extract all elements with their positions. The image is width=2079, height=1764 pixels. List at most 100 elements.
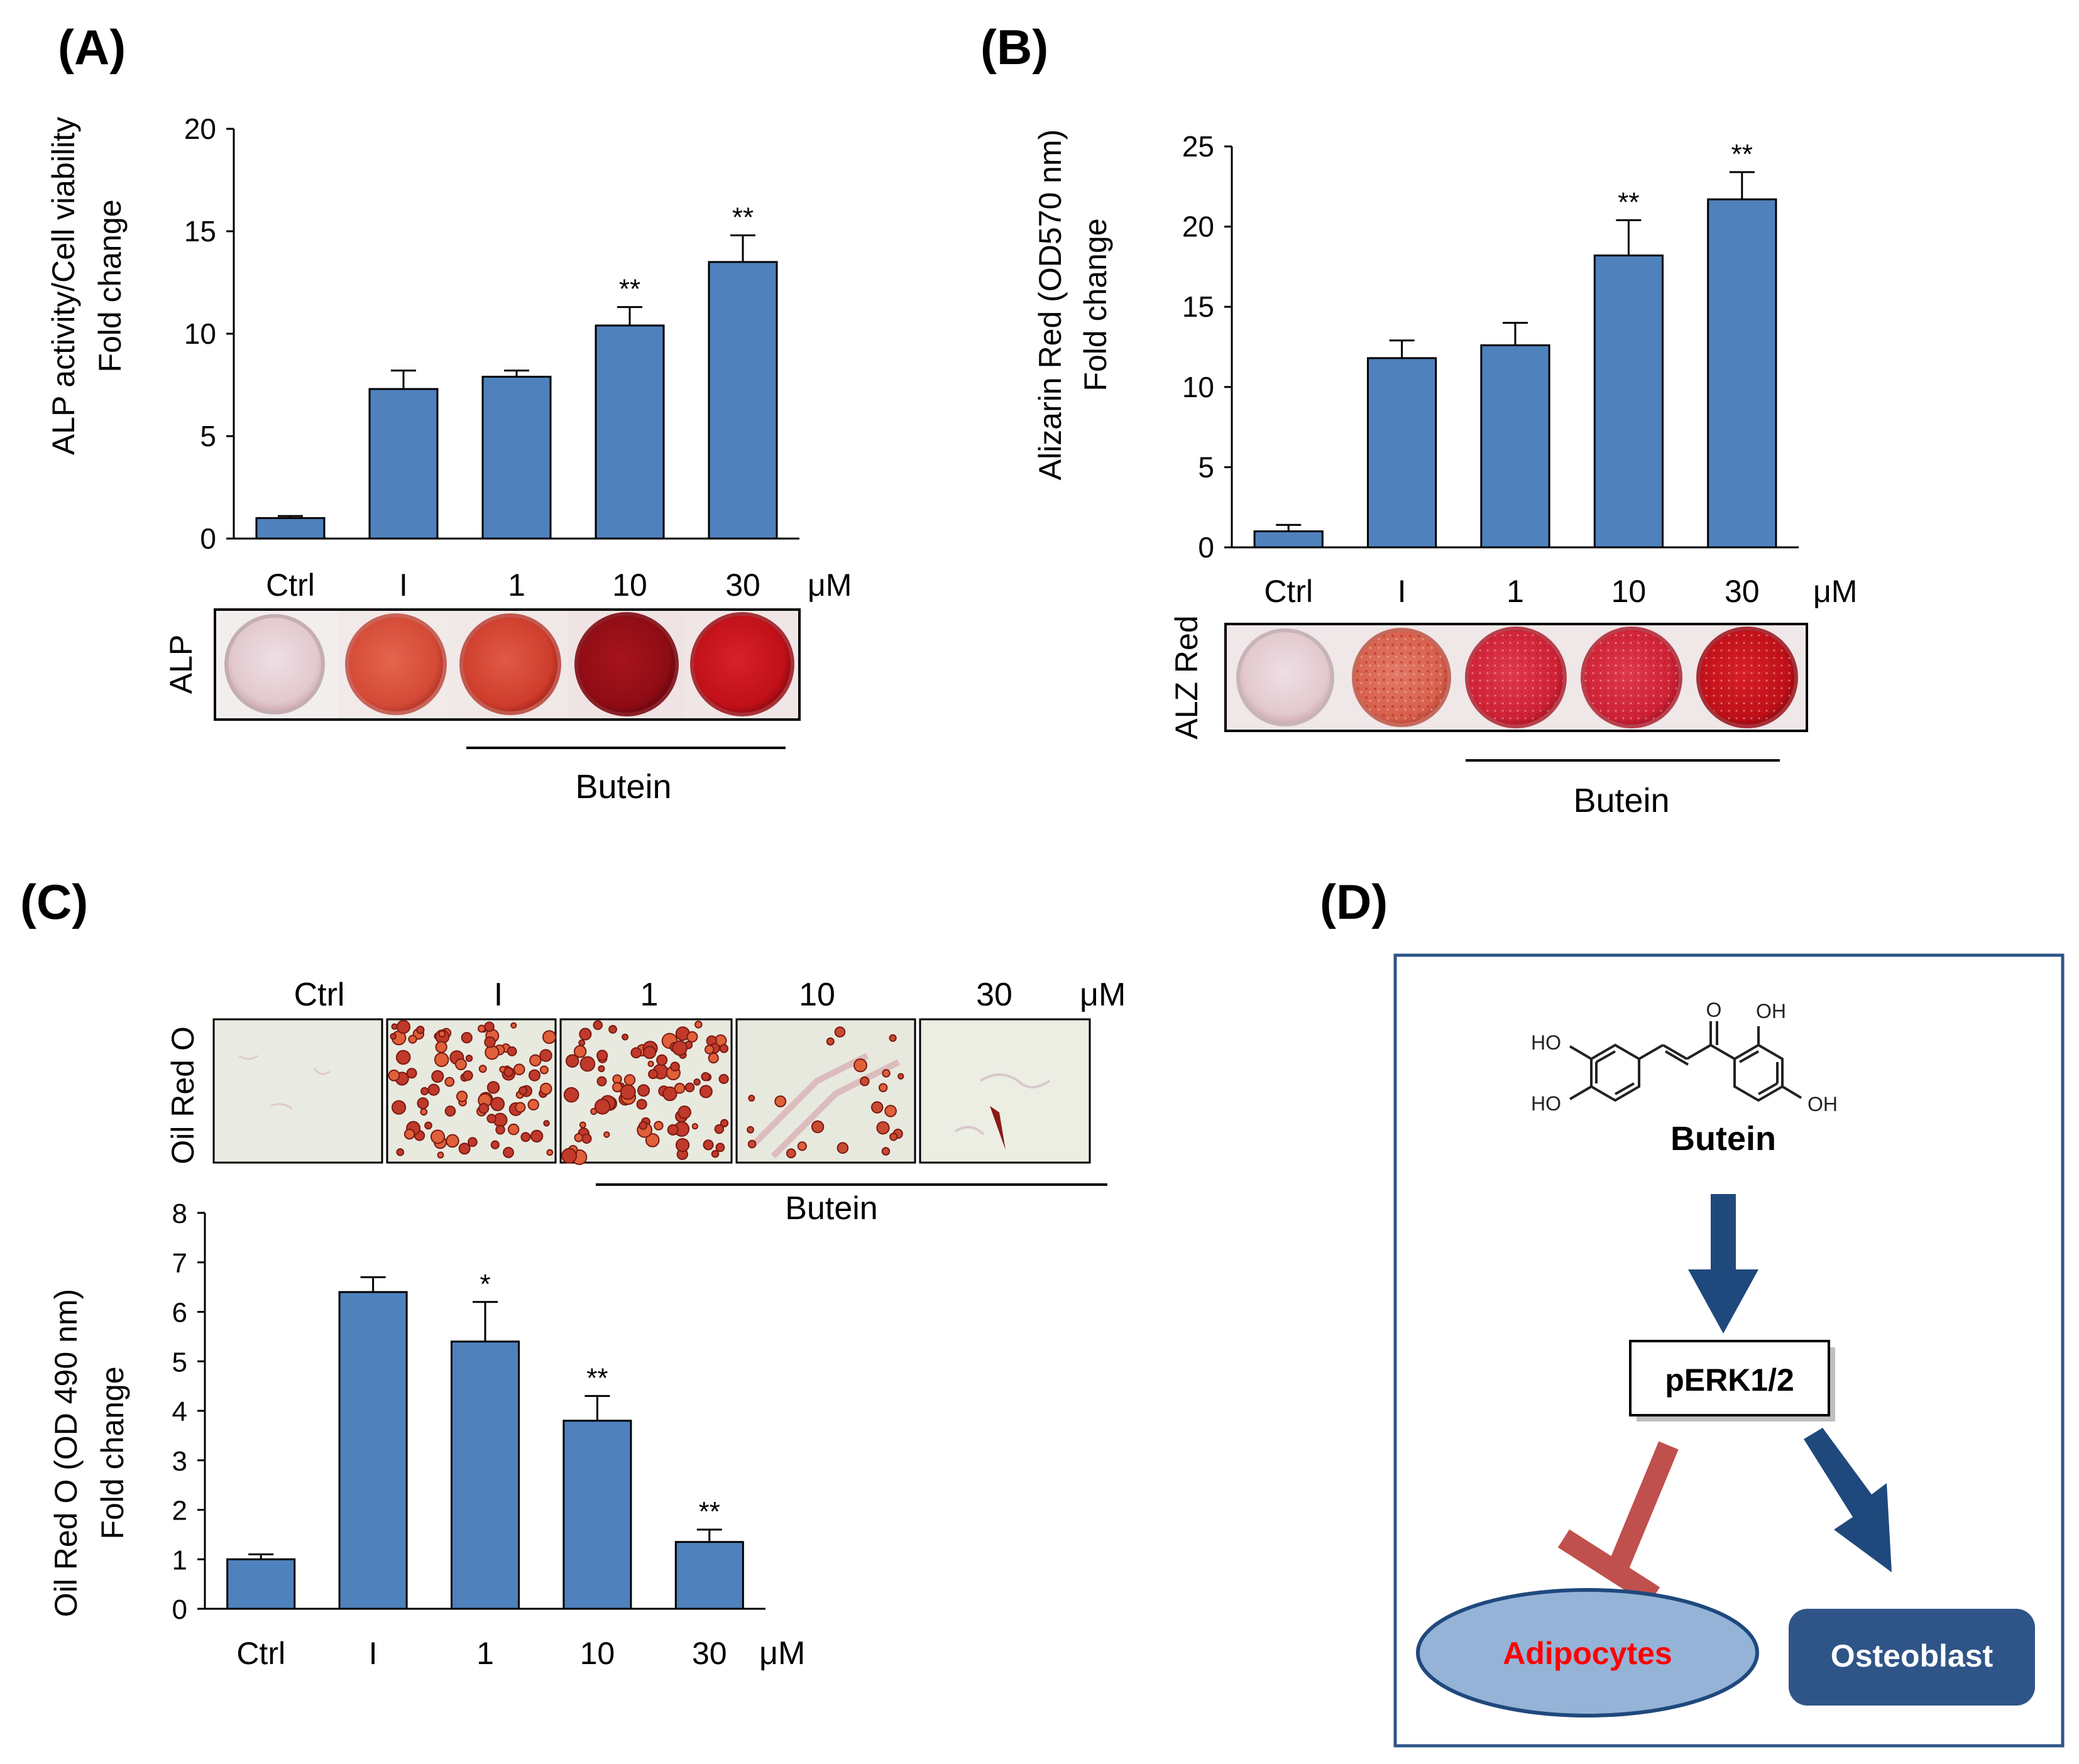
lipid-droplet [478,1065,487,1073]
lipid-droplet [461,1032,473,1044]
adipocytes-node[interactable] [1416,1588,1759,1717]
chart-c-ytick-label: 4 [172,1396,187,1427]
chart-c-ytick-label: 1 [172,1545,187,1575]
lipid-droplet [529,1069,541,1082]
chart-b-bar [1593,255,1664,549]
lipid-droplet [870,1101,884,1114]
group-o: O [1706,999,1722,1021]
lipid-droplet [596,1076,607,1087]
lipid-droplet [463,1070,473,1081]
chart-c-ytick-label: 2 [172,1496,187,1526]
group-ho-bottom: HO [1531,1092,1561,1115]
micrograph-10 [735,1018,916,1164]
lipid-droplet [703,1139,714,1151]
lipid-droplet [677,1105,691,1119]
chart-c-ytick-label: 6 [172,1298,187,1328]
lipid-droplet [686,1031,698,1043]
lipid-droplet [622,1033,629,1041]
lipid-droplet [715,1142,725,1153]
chart-c-bar [562,1420,632,1610]
lipid-droplet [884,1105,897,1117]
oil-red-micrographs [212,1018,1091,1165]
chart-a-unit: μM [808,567,852,603]
chart-a-ytick-label: 0 [200,522,216,555]
lipid-droplet [395,1049,411,1065]
lipid-droplet [881,1147,891,1156]
chart-b-xtick-label: 1 [1506,574,1524,609]
alp-strip-label: ALP [163,635,199,694]
chart-b-bar [1480,344,1550,549]
lipid-droplet [630,1047,642,1059]
lipid-droplet [486,1081,500,1094]
lipid-droplet [639,1121,648,1130]
osteoblast-label: Osteoblast [1831,1638,1994,1674]
lipid-droplet [797,1141,807,1151]
panel-b-letter: (B) [980,19,1048,75]
lipid-droplet [543,1120,550,1127]
osteoblast-node[interactable] [1789,1609,2035,1706]
panel-c: (C) Ctrl I 1 10 30 μM Oil Red O Butein [20,874,1126,1672]
lipid-droplet [434,1052,449,1067]
lipid-droplet [675,1137,690,1153]
lipid-droplet [563,1087,579,1103]
chart-b-ylabel-line2: Fold change [1078,218,1113,391]
lipid-droplet [403,1128,415,1140]
chart-b-ytick-label: 5 [1198,451,1214,483]
chart-b-bar [1707,198,1777,549]
chart-c-xtick-label: Ctrl [236,1636,285,1671]
micrograph-1-cells [561,1020,729,1165]
alp-well-ctrl [224,614,325,715]
lipid-droplet [647,1060,654,1067]
lipid-droplet [390,1033,397,1040]
lipid-droplet [643,1046,657,1060]
lipid-droplet [853,1058,868,1073]
chart-a-xlabels: Ctrl I 1 10 30 [266,567,760,603]
adipocytes-label: Adipocytes [1503,1636,1672,1671]
chart-c-xtick-label: 1 [476,1636,494,1671]
lipid-droplet [654,1120,664,1131]
lipid-droplet [529,1054,542,1067]
chart-c-xtick-label: 30 [692,1636,727,1671]
chart-b-significance: ** [1618,187,1639,217]
lipid-droplet [662,1086,677,1102]
lipid-droplet [515,1102,526,1113]
chart-a-yticks: 0 5 10 15 20 [184,112,234,555]
chart-c-bars: ***** [226,1269,744,1610]
oil-red-label-10: 10 [799,977,835,1013]
oil-red-label-1: 1 [640,977,659,1013]
lipid-droplet [527,1098,539,1111]
chart-a-bar [255,517,326,540]
lipid-droplet [667,1124,679,1136]
chart-c-yticks: 0 1 2 3 4 5 6 7 8 [172,1198,205,1625]
lipid-droplet [747,1139,757,1149]
micrograph-ctrl [212,1018,383,1164]
chart-c-ytick-label: 8 [172,1198,187,1229]
lipid-droplet [391,1023,398,1030]
chart-a-xtick-label: I [399,567,408,603]
oil-red-label-ctrl: Ctrl [294,977,345,1013]
lipid-droplet [454,1058,467,1071]
perk-box[interactable] [1629,1340,1830,1416]
chart-a-ytick-label: 10 [184,317,216,350]
lipid-droplet [396,1019,411,1034]
lipid-droplet [424,1121,432,1130]
chart-b-ytick-label: 15 [1182,290,1214,323]
lipid-droplet [542,1030,556,1044]
chart-a-ytick-label: 15 [184,215,216,248]
chart-c-significance: ** [586,1362,608,1393]
lipid-droplet [837,1142,849,1154]
lipid-droplet [495,1124,505,1135]
alz-well-ctrl [1236,628,1334,726]
lipid-droplet [889,1034,897,1042]
chart-c-xtick-label: I [369,1636,378,1671]
chart-a-xtick-label: 30 [725,567,760,603]
lipid-droplet [674,1082,686,1094]
oil-red-unit: μM [1080,977,1126,1013]
alp-well-i [345,613,447,715]
chart-b-xtick-label: Ctrl [1264,574,1313,609]
chart-a-ylabel-line1: ALP activity/Cell viability [46,117,81,455]
lipid-droplet [510,1022,517,1029]
lipid-droplet [670,1061,680,1072]
micrograph-10-cells [747,1026,904,1159]
group-oh-bottom: OH [1807,1093,1838,1115]
